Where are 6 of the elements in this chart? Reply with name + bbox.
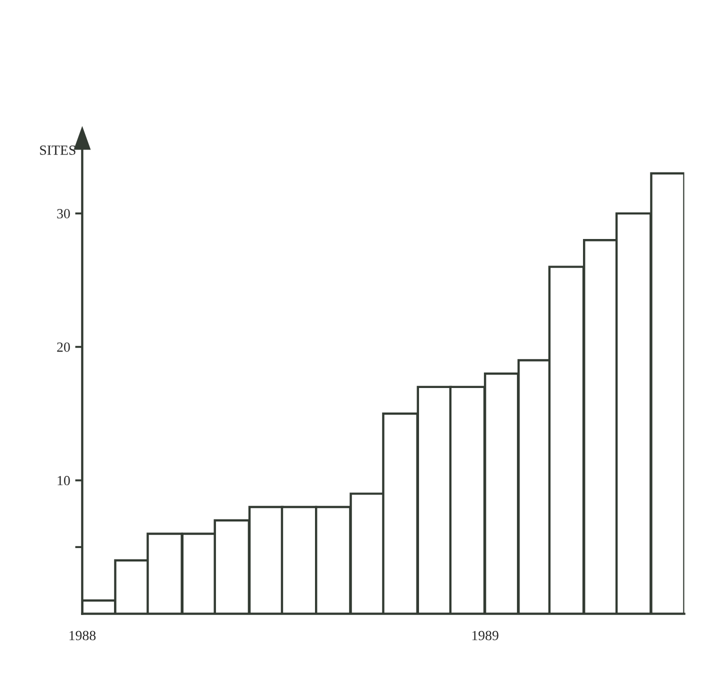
y-axis-title: SITES	[40, 146, 76, 155]
y-tick-label: 30	[57, 209, 70, 218]
x-tick-label: 1988	[70, 630, 96, 640]
y-tick-label: 10	[58, 476, 70, 486]
x-tick-label: 1989	[472, 630, 498, 640]
y-tick-label: 20	[57, 342, 70, 352]
